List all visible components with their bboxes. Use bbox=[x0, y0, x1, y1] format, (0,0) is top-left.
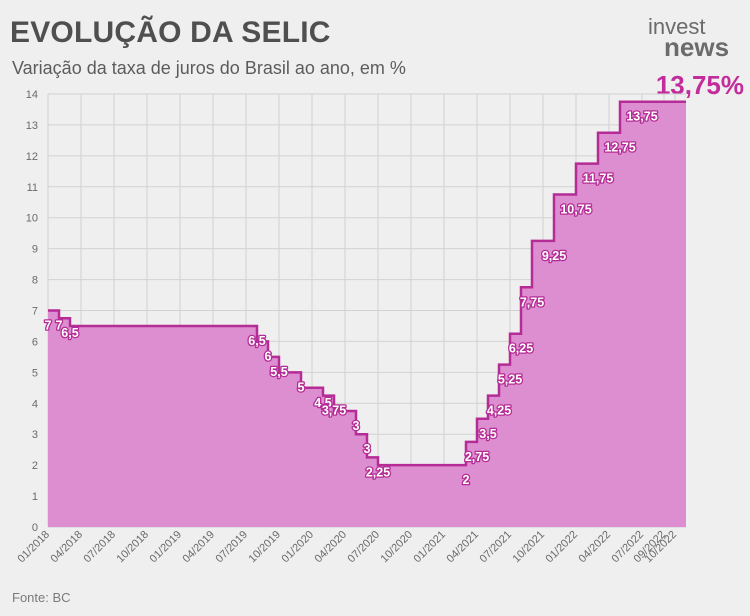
data-label: 9,25 bbox=[542, 249, 566, 263]
y-tick-label: 13 bbox=[26, 120, 38, 132]
y-tick-label: 0 bbox=[32, 522, 38, 534]
x-tick-label: 10/2020 bbox=[379, 529, 416, 566]
x-tick-label: 04/2022 bbox=[577, 529, 614, 566]
data-label: 3 bbox=[364, 442, 371, 456]
x-tick-label: 10/2019 bbox=[247, 529, 284, 566]
data-label: 7 bbox=[56, 319, 63, 333]
x-tick-label: 07/2021 bbox=[478, 529, 515, 566]
data-label: 2,25 bbox=[366, 465, 390, 479]
data-label: 5,5 bbox=[270, 365, 287, 379]
x-tick-label: 01/2019 bbox=[148, 529, 185, 566]
chart-title: EVOLUÇÃO DA SELIC bbox=[10, 16, 331, 49]
logo-text-invest: invest bbox=[648, 14, 706, 39]
data-label: 2 bbox=[463, 473, 470, 487]
x-tick-label: 01/2020 bbox=[280, 529, 317, 566]
logo-text-news: news bbox=[664, 32, 730, 62]
data-label: 10,75 bbox=[560, 203, 591, 217]
y-tick-label: 14 bbox=[26, 89, 38, 101]
y-tick-label: 12 bbox=[26, 151, 38, 163]
y-tick-label: 2 bbox=[32, 460, 38, 472]
data-label: 2,75 bbox=[465, 450, 489, 464]
x-tick-label: 01/2018 bbox=[16, 529, 53, 566]
x-tick-label: 04/2019 bbox=[181, 529, 218, 566]
data-label: 3 bbox=[353, 419, 360, 433]
data-label: 5 bbox=[298, 380, 305, 394]
data-label: 13,75 bbox=[626, 110, 657, 124]
data-label: 12,75 bbox=[604, 141, 635, 155]
y-tick-label: 10 bbox=[26, 213, 38, 225]
x-tick-label: 04/2020 bbox=[313, 529, 350, 566]
data-label: 4,25 bbox=[487, 404, 511, 418]
source-note: Fonte: BC bbox=[12, 590, 71, 605]
data-label: 5,25 bbox=[498, 373, 522, 387]
y-tick-label: 11 bbox=[27, 182, 38, 194]
selic-area bbox=[48, 101, 686, 527]
data-label: 7,75 bbox=[520, 295, 544, 309]
x-tick-label: 01/2021 bbox=[412, 529, 449, 566]
current-rate-highlight: 13,75% bbox=[655, 70, 744, 100]
data-label: 6,25 bbox=[509, 342, 533, 356]
investnews-logo: invest news bbox=[648, 16, 740, 62]
y-tick-label: 1 bbox=[32, 491, 38, 503]
data-label: 3,75 bbox=[322, 404, 346, 418]
x-tick-label: 07/2019 bbox=[214, 529, 251, 566]
y-tick-label: 5 bbox=[32, 367, 38, 379]
data-label: 6,5 bbox=[61, 326, 78, 340]
data-label: 6,5 bbox=[248, 334, 265, 348]
chart-subtitle: Variação da taxa de juros do Brasil ao a… bbox=[12, 58, 406, 78]
data-label: 4,5 bbox=[314, 396, 331, 410]
x-tick-label: 07/2020 bbox=[346, 529, 383, 566]
data-label: 7 bbox=[45, 319, 52, 333]
x-tick-label: 01/2022 bbox=[544, 529, 581, 566]
data-label: 3,5 bbox=[479, 427, 496, 441]
x-tick-label: 07/2018 bbox=[82, 529, 119, 566]
selic-line bbox=[48, 100, 686, 467]
x-tick-label: 10/2018 bbox=[115, 529, 152, 566]
y-tick-label: 8 bbox=[32, 275, 38, 287]
y-tick-label: 9 bbox=[32, 244, 38, 256]
data-label: 11,75 bbox=[583, 172, 614, 186]
x-tick-label: 10/2021 bbox=[511, 529, 548, 566]
data-label: 6 bbox=[265, 349, 272, 363]
y-tick-label: 3 bbox=[32, 429, 38, 441]
x-tick-label: 04/2018 bbox=[49, 529, 86, 566]
x-tick-label: 04/2021 bbox=[445, 529, 482, 566]
y-tick-label: 6 bbox=[32, 336, 38, 348]
y-tick-label: 7 bbox=[32, 306, 38, 318]
y-tick-label: 4 bbox=[32, 398, 38, 410]
